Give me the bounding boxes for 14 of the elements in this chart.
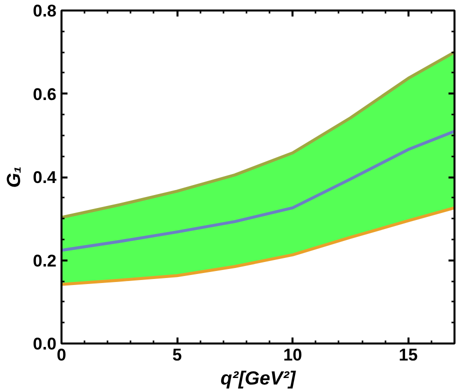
y-tick-label: 0.8 xyxy=(32,2,57,20)
x-tick-label: 10 xyxy=(283,346,302,364)
y-axis-title: G₁ xyxy=(4,166,25,188)
line-series xyxy=(62,50,454,219)
line-series xyxy=(62,130,454,252)
x-tick-label: 0 xyxy=(56,346,66,364)
y-tick-label: 0.2 xyxy=(32,251,57,270)
x-tick-label: 15 xyxy=(398,346,418,364)
x-axis-title: q²[GeV²] xyxy=(220,368,296,390)
y-tick-label: 0.6 xyxy=(32,84,57,104)
x-tick-label: 5 xyxy=(172,346,182,364)
y-tick-label: 0.0 xyxy=(32,334,57,354)
line-series xyxy=(62,206,454,286)
y-tick-label: 0.4 xyxy=(32,168,58,187)
